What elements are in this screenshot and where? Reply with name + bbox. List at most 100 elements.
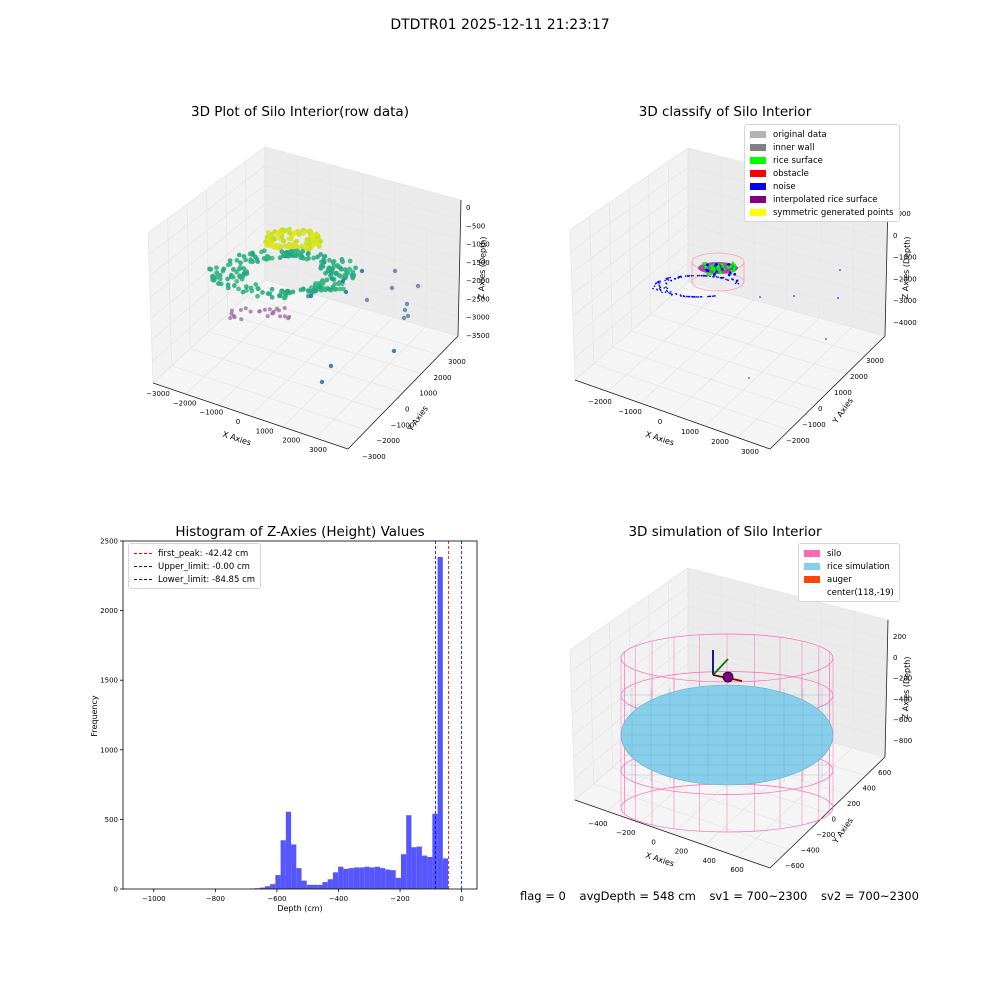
y-tick-label: 2000 bbox=[850, 373, 868, 381]
left-grid bbox=[152, 260, 266, 362]
y-tick-label: 400 bbox=[863, 785, 876, 793]
left-grid bbox=[628, 188, 632, 332]
class-point bbox=[717, 268, 721, 272]
x-tick-label: 2000 bbox=[282, 437, 300, 445]
noise-point bbox=[665, 277, 668, 280]
raw-point bbox=[353, 265, 358, 271]
legend-item: Upper_limit: -0.00 cm bbox=[134, 560, 255, 573]
raw-point bbox=[290, 289, 296, 295]
z-tick-label: −4000 bbox=[893, 319, 917, 327]
raw-point bbox=[274, 231, 280, 237]
histogram-bar bbox=[338, 866, 344, 889]
histogram-bar bbox=[348, 868, 354, 889]
noise-point bbox=[697, 296, 700, 298]
histogram-bar bbox=[385, 869, 391, 889]
raw-point bbox=[230, 274, 236, 280]
noise-point bbox=[653, 285, 656, 287]
legend-item: center(118,-19) bbox=[804, 586, 894, 599]
z-tick-label: −1500 bbox=[466, 259, 490, 267]
back-grid bbox=[264, 165, 461, 220]
noise-point bbox=[664, 279, 666, 282]
raw-point bbox=[214, 265, 219, 271]
raw-point bbox=[304, 244, 309, 250]
raw-point bbox=[294, 252, 300, 258]
back-grid bbox=[687, 205, 887, 259]
raw-point bbox=[274, 306, 279, 311]
histogram-bar bbox=[364, 866, 370, 889]
raw-point bbox=[333, 271, 338, 277]
noise-point bbox=[669, 276, 671, 279]
raw-point bbox=[265, 314, 270, 319]
class-point bbox=[713, 273, 716, 276]
back-grid bbox=[687, 644, 887, 699]
legend-label: obstacle bbox=[773, 168, 809, 179]
raw-point bbox=[236, 286, 241, 292]
raw-point bbox=[364, 297, 370, 303]
left-grid bbox=[206, 189, 210, 332]
histogram-bar bbox=[270, 884, 276, 889]
raw-point bbox=[227, 258, 233, 264]
histogram-bar bbox=[432, 813, 438, 889]
y-tick-label: 3000 bbox=[448, 358, 466, 366]
left-grid bbox=[572, 224, 689, 317]
raw-point bbox=[298, 287, 304, 293]
left-pane bbox=[148, 147, 265, 383]
raw-point bbox=[291, 230, 297, 236]
x-tick-label: −800 bbox=[206, 895, 225, 903]
raw-point bbox=[306, 241, 312, 247]
class-point bbox=[710, 267, 714, 271]
raw-point bbox=[327, 287, 333, 292]
histogram-bar bbox=[312, 884, 318, 889]
raw-point bbox=[278, 243, 283, 249]
noise-point bbox=[837, 297, 839, 299]
class-point bbox=[717, 264, 721, 268]
legend-label: auger bbox=[827, 574, 852, 585]
y-tick-label: 0 bbox=[832, 816, 836, 824]
z-tick-label: −500 bbox=[466, 222, 485, 230]
histogram-bar bbox=[327, 879, 333, 889]
noise-point bbox=[669, 292, 671, 295]
noise-point bbox=[717, 276, 719, 279]
noise-point bbox=[666, 287, 669, 290]
raw-point bbox=[225, 262, 231, 268]
raw-point bbox=[405, 313, 411, 319]
noise-point bbox=[721, 277, 723, 280]
legend-item: rice simulation bbox=[804, 560, 894, 573]
raw-point bbox=[336, 281, 342, 287]
y-tick-label: 2000 bbox=[100, 607, 118, 615]
raw-point bbox=[351, 272, 357, 278]
class-point bbox=[732, 266, 736, 270]
x-axis-label: X Axies bbox=[221, 430, 252, 448]
noise-point bbox=[666, 289, 668, 292]
raw-point bbox=[391, 348, 397, 354]
raw-point bbox=[341, 286, 346, 292]
back-grid bbox=[687, 567, 889, 621]
legend-item: inner wall bbox=[750, 141, 894, 154]
noise-point bbox=[734, 282, 737, 285]
raw-point bbox=[269, 255, 275, 261]
left-grid bbox=[571, 205, 689, 295]
noise-point bbox=[731, 278, 733, 280]
left-grid bbox=[149, 184, 266, 277]
back-grid bbox=[687, 663, 886, 719]
histogram-bar bbox=[259, 887, 265, 889]
raw-point bbox=[231, 314, 236, 319]
noise-point bbox=[686, 275, 689, 277]
raw-point bbox=[261, 248, 267, 254]
histogram-bar bbox=[411, 847, 417, 889]
x-axis-line bbox=[574, 799, 771, 869]
x-tick-label: −200 bbox=[390, 895, 409, 903]
histogram-frame bbox=[122, 540, 478, 890]
y-tick-label: −400 bbox=[801, 847, 820, 855]
class-point bbox=[703, 262, 707, 266]
z-axis-label: Z Axies (Depth) bbox=[477, 236, 488, 299]
histogram-bar bbox=[369, 867, 375, 889]
left-grid bbox=[570, 586, 689, 672]
noise-point bbox=[683, 295, 686, 298]
legend-line bbox=[134, 553, 152, 554]
histogram-bar bbox=[437, 557, 443, 889]
raw-point bbox=[286, 316, 291, 321]
raw-point bbox=[260, 289, 265, 295]
y-axis-line bbox=[769, 335, 886, 450]
left-grid bbox=[571, 625, 689, 715]
